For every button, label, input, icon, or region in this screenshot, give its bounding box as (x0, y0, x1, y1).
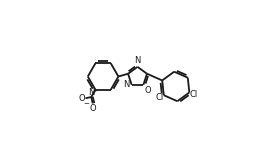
Text: N: N (88, 88, 94, 97)
Text: O: O (78, 94, 85, 103)
Text: +: + (91, 89, 97, 94)
Text: Cl: Cl (189, 90, 198, 99)
Text: N: N (134, 56, 141, 65)
Text: −: − (83, 101, 89, 107)
Text: Cl: Cl (156, 93, 164, 102)
Text: O: O (89, 104, 96, 113)
Text: N: N (123, 80, 130, 89)
Text: O: O (144, 86, 151, 95)
